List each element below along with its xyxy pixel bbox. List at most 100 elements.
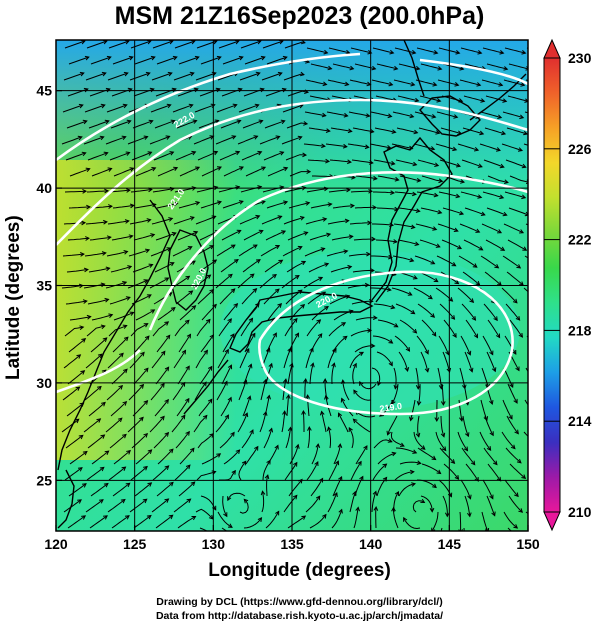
streamline <box>311 444 319 465</box>
streamline-arrow <box>321 112 327 118</box>
streamline <box>220 120 241 129</box>
streamline-arrow <box>185 365 190 371</box>
streamline <box>355 410 376 418</box>
streamline-arrow <box>223 512 228 518</box>
streamline <box>504 47 526 54</box>
streamline <box>174 319 190 337</box>
streamline-arrow <box>388 81 394 87</box>
streamline <box>113 311 134 321</box>
x-tick-label: 125 <box>123 536 147 552</box>
streamline <box>392 111 414 118</box>
streamline <box>410 399 416 421</box>
streamline-arrow <box>489 350 494 356</box>
streamline-arrow <box>188 103 194 109</box>
streamline <box>131 151 152 161</box>
streamline <box>177 231 198 241</box>
streamline-arrow <box>232 103 238 109</box>
streamline <box>179 166 200 177</box>
japan-coastline <box>371 136 453 303</box>
streamline-arrow <box>459 416 464 422</box>
streamline <box>282 104 303 113</box>
streamline-arrow <box>248 317 254 323</box>
streamline-arrow <box>497 229 503 234</box>
streamline-arrow <box>143 323 149 328</box>
streamline-arrow <box>164 321 170 326</box>
streamline-arrow <box>151 167 157 172</box>
streamline-arrow <box>108 313 114 318</box>
streamline <box>127 279 148 289</box>
contour-top <box>419 58 528 86</box>
streamline <box>151 351 166 369</box>
streamline-arrow <box>173 166 179 172</box>
streamline <box>221 88 242 97</box>
streamline-arrow <box>86 314 92 320</box>
coastlines <box>57 40 527 529</box>
streamline <box>418 383 421 405</box>
streamline <box>173 72 194 81</box>
hokkaido-coastline <box>419 95 481 137</box>
streamline-arrow <box>275 510 280 516</box>
streamline <box>172 382 186 401</box>
streamline <box>111 235 133 241</box>
streamline-arrow <box>164 366 170 372</box>
streamline <box>151 498 169 513</box>
streamline-arrow <box>139 383 145 389</box>
streamline <box>216 104 237 113</box>
streamline-arrow <box>348 426 353 432</box>
streamline-arrow <box>272 273 277 279</box>
streamline-arrow <box>146 294 152 299</box>
streamline-arrow <box>164 398 169 404</box>
streamline-arrow <box>203 349 209 355</box>
streamline-arrow <box>253 135 259 140</box>
streamline-arrow <box>103 219 108 225</box>
streamline <box>391 383 399 405</box>
streamline-arrow <box>416 177 422 183</box>
streamline <box>174 40 195 49</box>
streamline <box>391 143 413 150</box>
streamline <box>69 316 91 321</box>
streamline-arrow <box>99 135 105 141</box>
streamline <box>262 460 271 481</box>
streamline <box>397 239 419 246</box>
contour-label: 219.0 <box>379 401 403 414</box>
streamline <box>307 427 311 449</box>
streamline <box>88 267 110 273</box>
streamline <box>397 95 419 102</box>
streamline <box>154 399 169 417</box>
streamline-arrow <box>388 339 394 344</box>
streamline <box>441 239 462 250</box>
streamline <box>200 495 217 511</box>
streamline-arrow <box>522 246 528 251</box>
streamline-arrow <box>78 434 84 440</box>
streamline <box>69 451 88 465</box>
streamline-arrow <box>104 297 110 303</box>
streamline <box>215 414 229 433</box>
streamline-arrow <box>148 263 154 268</box>
streamline-arrow <box>493 460 498 466</box>
streamline <box>89 236 111 241</box>
streamline-arrow <box>319 410 325 416</box>
korea-coastline <box>167 229 209 311</box>
streamline <box>241 288 257 305</box>
colorbar-max-arrow <box>543 38 561 59</box>
streamline-arrow <box>387 113 393 119</box>
streamline <box>509 463 526 479</box>
streamline-arrow <box>279 151 285 156</box>
streamline-arrow <box>77 135 83 141</box>
streamline-arrow <box>187 246 193 251</box>
streamline <box>306 319 321 337</box>
streamline <box>238 104 259 113</box>
streamline <box>326 250 348 257</box>
streamline <box>135 167 156 177</box>
streamline <box>220 397 232 417</box>
streamline-arrow <box>342 143 348 149</box>
streamline <box>420 351 429 372</box>
streamline <box>86 190 109 193</box>
streamline <box>111 515 130 529</box>
streamline <box>62 253 84 257</box>
streamline <box>310 63 332 70</box>
streamline-arrow <box>283 200 289 205</box>
streamline-arrow <box>103 515 108 520</box>
streamline <box>350 329 372 337</box>
